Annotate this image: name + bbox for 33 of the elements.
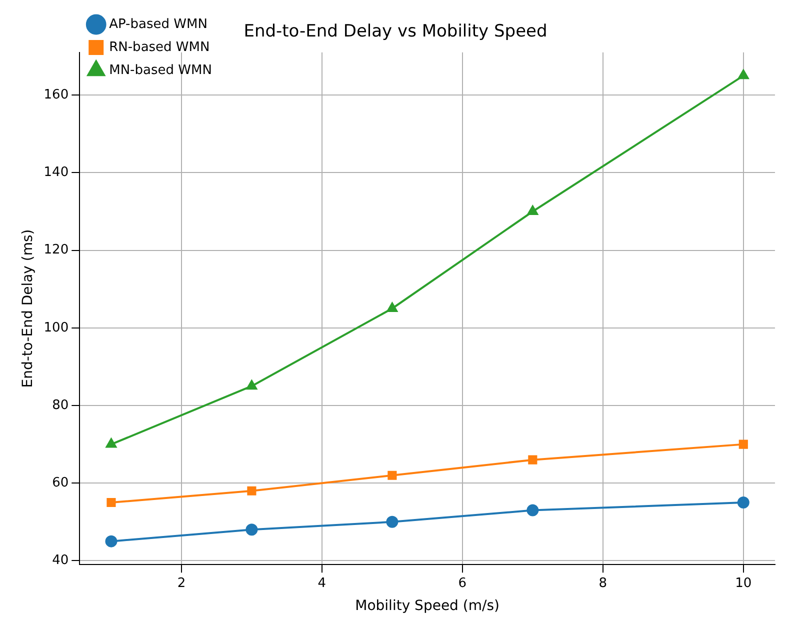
chart-title: End-to-End Delay vs Mobility Speed: [244, 22, 548, 42]
point: [246, 380, 258, 390]
x-tick-label: 8: [598, 576, 608, 591]
point: [246, 524, 258, 536]
point: [386, 516, 398, 528]
y-tick-label: 40: [52, 553, 69, 568]
x-axis-title: Mobility Speed (m/s): [355, 598, 500, 614]
y-axis-title: End-to-End Delay (ms): [20, 229, 36, 388]
point: [247, 486, 256, 496]
point: [738, 70, 749, 80]
x-tick-label: 4: [318, 576, 326, 591]
point: [737, 496, 750, 509]
legend-label: MN-based WMN: [109, 62, 212, 78]
point: [106, 438, 117, 448]
y-tick-label: 60: [52, 475, 69, 490]
legend-label: AP-based WMN: [109, 16, 208, 32]
point: [738, 440, 748, 449]
legend-label: RN-based WMN: [109, 40, 210, 55]
point: [388, 470, 397, 480]
y-tick-label: 160: [44, 87, 69, 102]
x-tick-label: 2: [177, 576, 186, 591]
point: [105, 535, 118, 548]
y-tick-label: 140: [44, 165, 69, 180]
point: [106, 498, 116, 508]
point: [526, 504, 539, 516]
point: [386, 302, 398, 312]
point: [528, 455, 538, 464]
x-tick-label: 10: [735, 576, 752, 591]
y-tick-label: 80: [52, 398, 69, 413]
x-tick-label: 6: [458, 576, 467, 591]
point: [527, 205, 538, 215]
y-tick-label: 100: [44, 320, 69, 336]
y-tick-label: 120: [44, 242, 69, 258]
